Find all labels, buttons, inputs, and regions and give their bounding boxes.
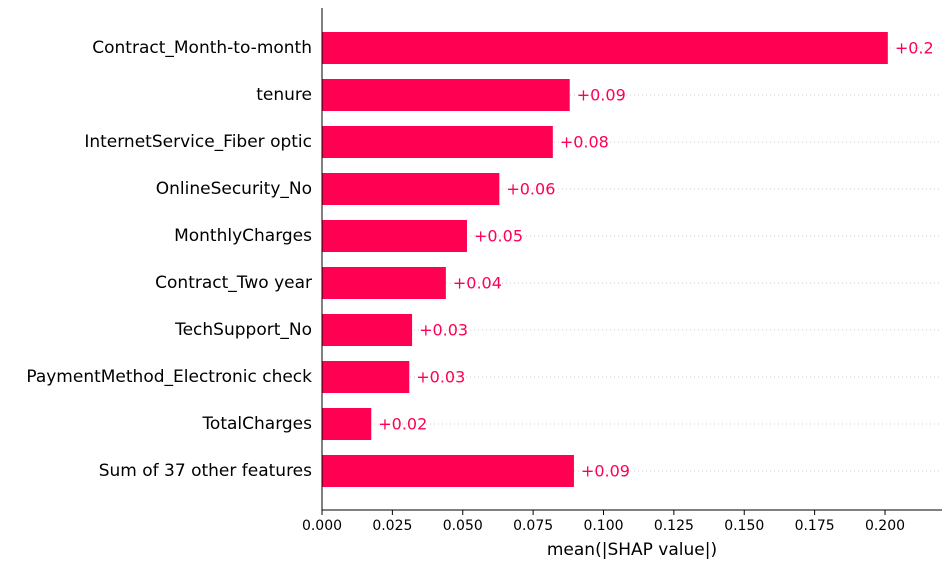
x-tick-label: 0.050 xyxy=(443,518,483,534)
x-tick-label: 0.025 xyxy=(372,518,412,534)
value-label: +0.2 xyxy=(895,39,934,58)
x-tick-label: 0.075 xyxy=(513,518,553,534)
value-label: +0.05 xyxy=(474,227,523,246)
bar xyxy=(322,79,570,111)
value-labels: +0.2 +0.09 +0.08 +0.06 +0.05 +0.04 +0.03 +0.03 +… xyxy=(378,39,933,481)
x-tick-label: 0.100 xyxy=(583,518,623,534)
x-axis-title: mean(|SHAP value|) xyxy=(547,540,717,560)
bar xyxy=(322,32,888,64)
value-label: +0.03 xyxy=(416,368,465,387)
bar xyxy=(322,173,500,205)
x-tick-label: 0.200 xyxy=(865,518,905,534)
feature-label: TechSupport_No xyxy=(174,320,312,340)
bars xyxy=(322,32,888,487)
feature-label: InternetService_Fiber optic xyxy=(84,132,312,152)
bar xyxy=(322,267,446,299)
value-label: +0.02 xyxy=(378,415,427,434)
feature-label: PaymentMethod_Electronic check xyxy=(26,367,312,387)
bar xyxy=(322,455,574,487)
feature-label: Sum of 37 other features xyxy=(99,461,312,481)
x-axis: 0.000 0.025 0.050 0.075 0.100 0.125 0.150 0.175… xyxy=(302,8,942,534)
feature-label: Contract_Month-to-month xyxy=(92,38,312,58)
x-tick-label: 0.150 xyxy=(724,518,764,534)
value-label: +0.08 xyxy=(560,133,609,152)
bar xyxy=(322,408,372,440)
gridlines xyxy=(322,47,942,472)
value-label: +0.04 xyxy=(453,274,502,293)
value-label: +0.09 xyxy=(577,86,626,105)
feature-label: Contract_Two year xyxy=(155,273,312,293)
value-label: +0.09 xyxy=(581,462,630,481)
x-tick-label: 0.175 xyxy=(795,518,835,534)
value-label: +0.06 xyxy=(506,180,555,199)
x-tick-label: 0.125 xyxy=(654,518,694,534)
bar xyxy=(322,126,553,158)
bar xyxy=(322,314,413,346)
feature-label: OnlineSecurity_No xyxy=(156,179,312,199)
bar xyxy=(322,220,467,252)
feature-label: MonthlyCharges xyxy=(174,226,312,246)
x-tick-label: 0.000 xyxy=(302,518,342,534)
feature-label: tenure xyxy=(256,85,312,105)
value-label: +0.03 xyxy=(419,321,468,340)
feature-label: TotalCharges xyxy=(201,414,312,434)
bar xyxy=(322,361,410,393)
